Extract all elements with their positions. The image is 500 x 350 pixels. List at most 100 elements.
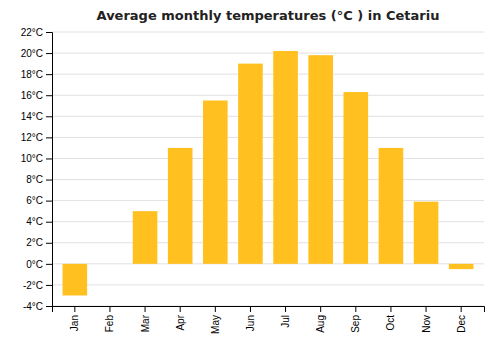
grid-line [52, 32, 484, 33]
grid [52, 32, 484, 306]
x-tick-mark [426, 306, 427, 312]
y-tick-mark [46, 306, 52, 307]
bar [344, 92, 369, 264]
y-tick-mark [46, 53, 52, 54]
x-tick-label: Nov [421, 315, 432, 333]
title: Average monthly temperatures (°C ) in Ce… [97, 8, 440, 23]
y-tick-mark [46, 158, 52, 159]
x-tick: Jun [245, 306, 256, 331]
x-tick-label: Jun [245, 315, 256, 331]
grid-line [52, 200, 484, 201]
x-tick-mark [390, 306, 391, 312]
x-tick-mark [461, 306, 462, 312]
x-tick-mark [320, 306, 321, 312]
grid-line [52, 158, 484, 159]
x-tick: Oct [385, 306, 396, 331]
y-tick-label: 18°C [21, 69, 43, 80]
x-tick: Jan [69, 306, 80, 331]
x-tick: Dec [456, 306, 467, 333]
x-tick-label: Jan [69, 315, 80, 331]
y-tick-label: -4°C [23, 301, 43, 312]
y-tick: 14°C [21, 111, 52, 122]
bar [168, 148, 193, 264]
x-tick-mark [145, 306, 146, 312]
y-axis-line [46, 33, 53, 307]
x-axis: Jan Feb Mar Apr May Jun Jul Aug Sep Oct Nov Dec [53, 306, 485, 334]
x-tick-label: Aug [315, 315, 326, 333]
grid-line [52, 284, 484, 285]
grid-line [52, 137, 484, 138]
x-tick-label: Dec [456, 315, 467, 333]
bar [414, 202, 439, 264]
y-tick: 22°C [21, 27, 52, 38]
x-tick-label: May [210, 315, 221, 334]
bar [308, 55, 333, 264]
y-axis: -4°C -2°C 0°C 2°C 4°C 6°C 8°C 10°C 12°C 14°C 16°C 1… [21, 27, 53, 312]
x-tick-mark [250, 306, 251, 312]
x-tick: Jul [280, 306, 291, 328]
x-tick: Apr [175, 306, 186, 331]
bar [98, 263, 123, 264]
y-tick: 4°C [26, 216, 52, 227]
y-tick: 12°C [21, 132, 52, 143]
y-tick: 18°C [21, 69, 52, 80]
grid-line [52, 179, 484, 180]
y-tick-mark [46, 264, 52, 265]
y-tick: -2°C [23, 280, 52, 291]
y-tick-label: 22°C [21, 27, 43, 38]
bar [238, 64, 263, 264]
plot: -4°C -2°C 0°C 2°C 4°C 6°C 8°C 10°C 12°C 14°C 16°C 1… [21, 27, 485, 334]
x-axis-line [53, 307, 485, 313]
y-tick-mark [46, 32, 52, 33]
bar [133, 211, 158, 264]
x-tick: Nov [421, 306, 432, 333]
y-tick-label: 0°C [26, 259, 43, 270]
y-tick-mark [46, 137, 52, 138]
y-tick: 8°C [26, 174, 52, 185]
y-tick: 6°C [26, 195, 52, 206]
x-tick: Feb [104, 306, 115, 332]
x-tick-mark [109, 306, 110, 312]
y-tick-label: -2°C [23, 280, 43, 291]
bar [273, 51, 298, 264]
y-tick-label: 2°C [26, 237, 43, 248]
y-tick-label: 16°C [21, 90, 43, 101]
y-tick: 2°C [26, 237, 52, 248]
y-tick-mark [46, 95, 52, 96]
x-tick-label: Sep [350, 315, 361, 333]
y-tick: 10°C [21, 153, 52, 164]
y-tick: 20°C [21, 48, 52, 59]
y-tick: 0°C [26, 259, 52, 270]
x-tick-mark [215, 306, 216, 312]
y-tick-label: 10°C [21, 153, 43, 164]
y-tick-label: 4°C [26, 216, 43, 227]
bar [63, 264, 88, 296]
x-tick-mark [355, 306, 356, 312]
bar [449, 264, 474, 269]
y-tick-label: 12°C [21, 132, 43, 143]
x-tick: May [210, 306, 221, 334]
y-tick-mark [46, 243, 52, 244]
x-tick-label: Apr [175, 314, 186, 330]
x-tick: Mar [140, 306, 151, 332]
bar [379, 148, 404, 264]
y-tick-mark [46, 222, 52, 223]
y-tick: 16°C [21, 90, 52, 101]
x-tick-label: Mar [140, 314, 151, 332]
grid-line [52, 74, 484, 75]
x-tick-label: Jul [280, 315, 291, 328]
chart: -4°C -2°C 0°C 2°C 4°C 6°C 8°C 10°C 12°C 14°C 16°C 1… [0, 0, 500, 350]
y-tick-mark [46, 180, 52, 181]
y-tick: -4°C [23, 301, 52, 312]
x-tick: Aug [315, 306, 326, 333]
y-tick-label: 6°C [26, 195, 43, 206]
y-tick-label: 14°C [21, 111, 43, 122]
x-tick-mark [285, 306, 286, 312]
y-tick-mark [46, 116, 52, 117]
x-tick: Sep [350, 306, 361, 333]
y-tick-mark [46, 74, 52, 75]
y-tick-mark [46, 285, 52, 286]
y-tick-mark [46, 201, 52, 202]
x-tick-mark [74, 306, 75, 312]
bar [203, 101, 228, 264]
